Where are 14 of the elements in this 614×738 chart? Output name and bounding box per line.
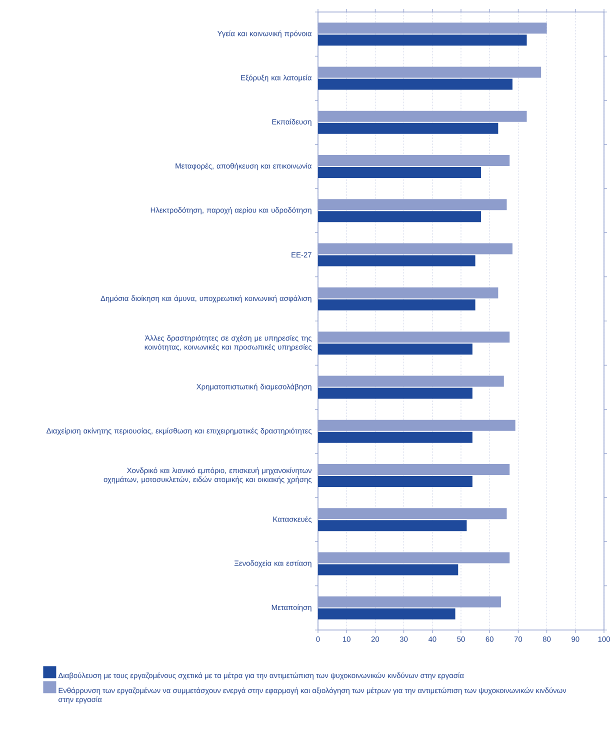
bar (318, 34, 527, 46)
bar (318, 344, 472, 355)
bar (318, 255, 476, 266)
bar (318, 78, 512, 90)
bar (318, 564, 458, 576)
bar (318, 388, 472, 399)
bar (318, 122, 498, 134)
bar (318, 299, 476, 310)
bar (318, 211, 482, 222)
bar (318, 608, 456, 620)
bar (318, 520, 467, 532)
bar (318, 167, 482, 178)
bar (318, 432, 472, 443)
bar (318, 476, 472, 487)
